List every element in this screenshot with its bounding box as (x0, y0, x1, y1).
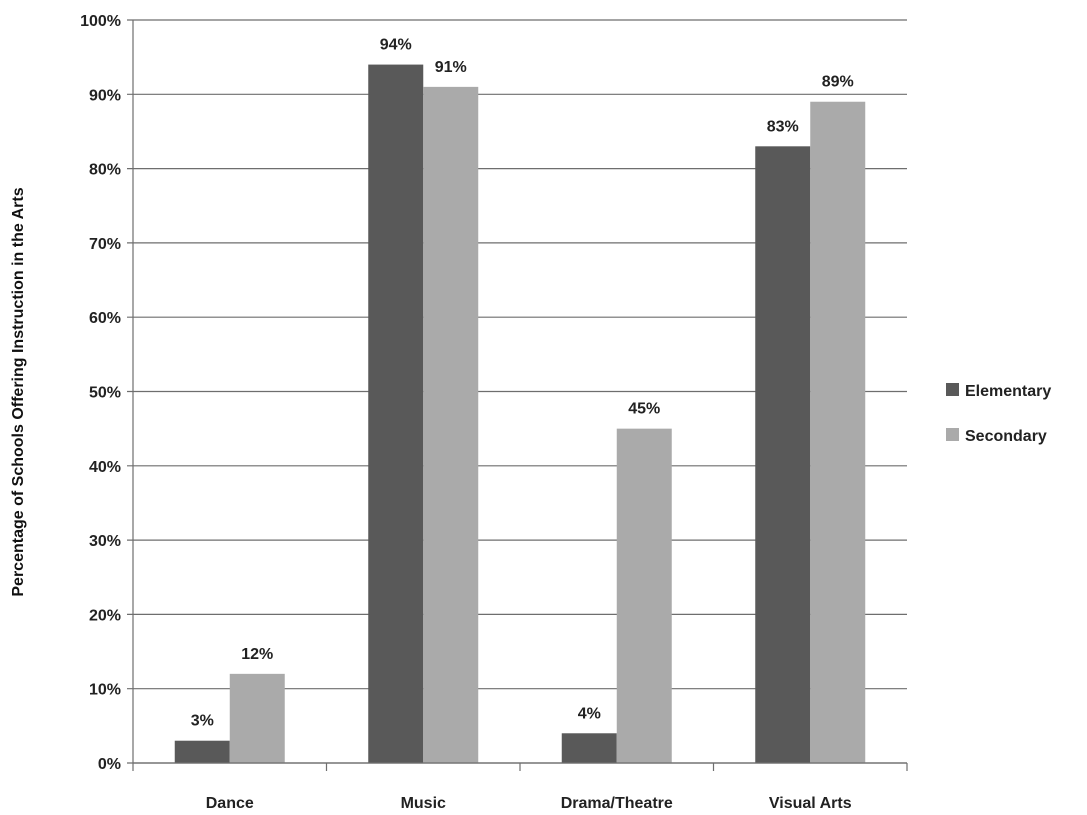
y-tick-label: 50% (89, 385, 121, 402)
y-tick-label: 40% (89, 459, 121, 476)
data-label: 89% (822, 74, 854, 91)
data-label: 91% (435, 59, 467, 76)
y-tick-label: 70% (89, 236, 121, 253)
labels: 0% 10% 20% 30% 40% 50% 60% 70% 80% 90% 100% Dance 3%… (80, 13, 854, 812)
legend-label: Elementary (965, 383, 1051, 400)
data-label: 4% (578, 705, 601, 722)
legend-swatch-secondary (946, 428, 959, 441)
legend-swatch-elementary (946, 383, 959, 396)
data-label: 45% (628, 401, 660, 418)
legend-label: Secondary (965, 428, 1047, 445)
bar-secondary (229, 673, 285, 763)
x-tick-label: Dance (206, 795, 254, 812)
bar-elementary (174, 740, 230, 763)
data-label: 83% (767, 118, 799, 135)
y-tick-label: 20% (89, 607, 121, 624)
y-tick-label: 30% (89, 533, 121, 550)
data-label: 94% (380, 37, 412, 54)
x-tick-label: Visual Arts (769, 795, 852, 812)
bar-elementary (755, 146, 811, 763)
y-tick-label: 60% (89, 310, 121, 327)
x-tick-label: Drama/Theatre (561, 795, 673, 812)
y-tick-label: 0% (98, 756, 121, 773)
y-axis-title: Percentage of Schools Offering Instructi… (10, 187, 27, 596)
legend: Elementary Secondary (946, 383, 1051, 445)
bar-elementary (368, 64, 424, 763)
bar-elementary (561, 733, 617, 763)
data-label: 3% (191, 713, 214, 730)
y-tick-label: 80% (89, 162, 121, 179)
bar-secondary (616, 428, 672, 763)
x-tick-label: Music (401, 795, 446, 812)
data-label: 12% (241, 646, 273, 663)
bars (174, 64, 866, 764)
y-tick-label: 10% (89, 682, 121, 699)
bar-secondary (423, 86, 479, 764)
y-tick-label: 100% (80, 13, 121, 30)
bar-secondary (810, 101, 866, 764)
axes (132, 20, 908, 771)
y-tick-label: 90% (89, 87, 121, 104)
